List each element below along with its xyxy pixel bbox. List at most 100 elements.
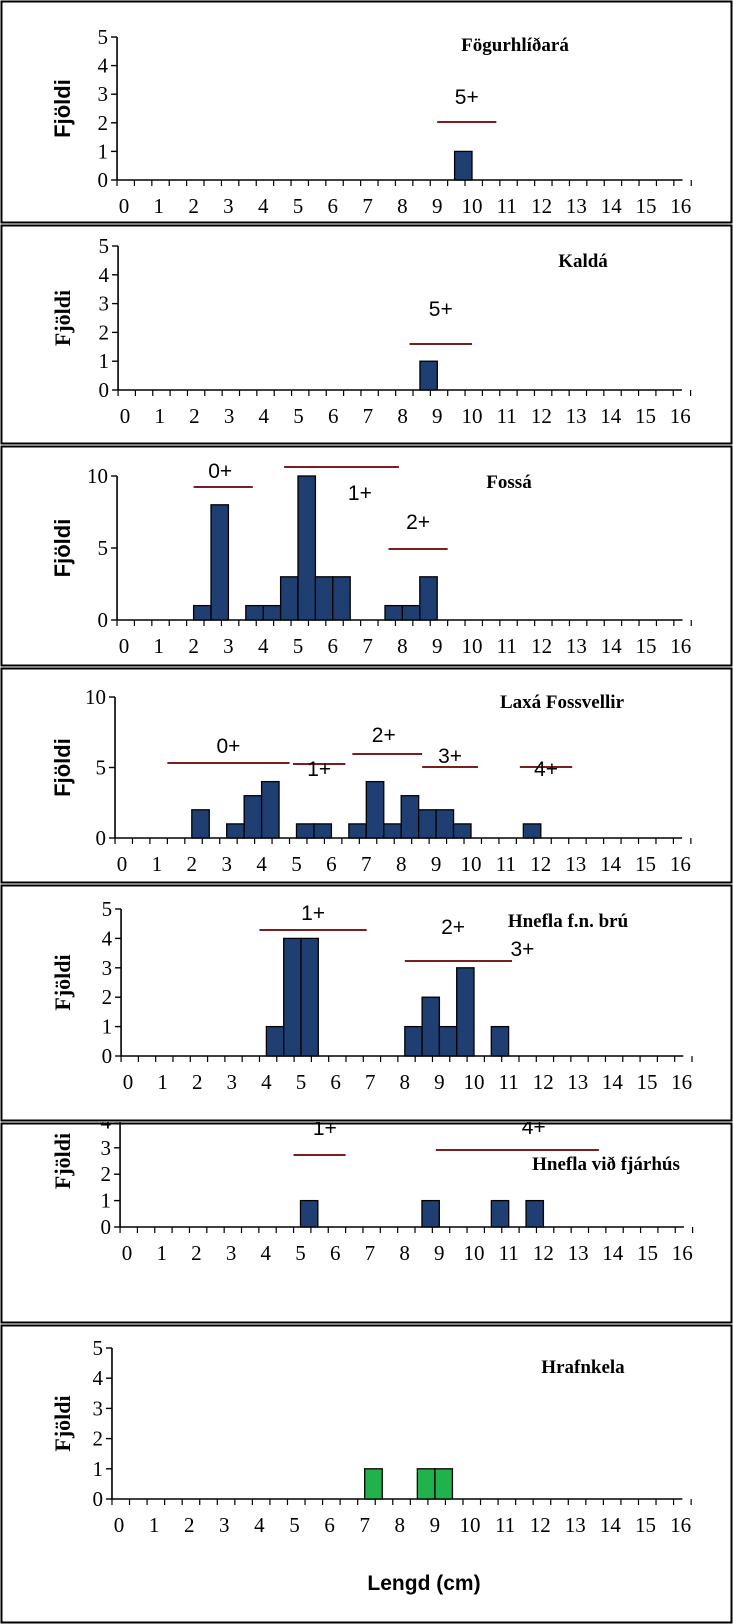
x-tick-label: 0: [122, 1241, 133, 1265]
x-tick-label: 9: [430, 1513, 441, 1537]
histogram-bar: [404, 1025, 423, 1057]
histogram-bar: [226, 823, 245, 839]
x-tick-label: 11: [496, 852, 516, 876]
age-group-label: 3+: [438, 745, 462, 768]
x-tick-label: 6: [330, 1241, 341, 1265]
x-tick-label: 4: [259, 404, 270, 428]
y-tick-label: 1: [98, 139, 109, 163]
x-tick-label: 2: [184, 1513, 195, 1537]
y-tick-label: 5: [98, 25, 109, 49]
x-tick-label: 13: [565, 1513, 586, 1537]
histogram-bar: [384, 604, 404, 621]
histogram-bar: [313, 823, 333, 839]
x-tick-label: 3: [219, 1513, 230, 1537]
x-tick-label: 16: [672, 1241, 693, 1265]
x-tick-label: 14: [602, 1070, 624, 1094]
x-tick-label: 3: [224, 404, 235, 428]
x-tick-label: 15: [636, 194, 657, 218]
y-tick-label: 0: [102, 1044, 113, 1068]
x-tick-label: 10: [464, 1241, 485, 1265]
x-tick-label: 6: [326, 852, 337, 876]
age-group-label: 1+: [307, 758, 331, 781]
chart-title: Fögurhlíðará: [461, 35, 569, 56]
y-tick-label: 0: [96, 826, 107, 850]
x-tick-label: 5: [291, 852, 302, 876]
histogram-bar: [401, 604, 421, 621]
histogram-bar: [210, 504, 230, 621]
histogram-bar: [265, 1025, 285, 1057]
age-group-label: 4+: [522, 1122, 546, 1139]
x-tick-label: 1: [157, 1070, 168, 1094]
y-tick-label: 1: [102, 1015, 113, 1039]
panel-border: [0, 0, 733, 224]
x-tick-label: 12: [531, 404, 552, 428]
histogram-bar: [525, 1199, 545, 1228]
histogram-panel-6: 0123450123456789101112131415161+4+Hnefla…: [0, 1122, 733, 1324]
panel-border: [0, 884, 733, 1122]
x-tick-label: 3: [227, 1070, 238, 1094]
histogram-bar: [435, 809, 455, 839]
x-tick-label: 14: [602, 1241, 624, 1265]
x-tick-label: 2: [188, 634, 199, 658]
x-tick-label: 7: [365, 1241, 376, 1265]
x-tick-label: 14: [601, 634, 623, 658]
x-tick-label: 7: [362, 194, 373, 218]
panel-border: [0, 1324, 733, 1624]
y-tick-label: 3: [101, 1136, 112, 1160]
x-tick-label: 2: [191, 1241, 202, 1265]
histogram-bar: [297, 475, 317, 621]
histogram-bar: [419, 576, 438, 621]
age-group-label: 0+: [216, 735, 240, 758]
x-tick-label: 7: [359, 1513, 370, 1537]
y-tick-label: 5: [92, 1336, 103, 1360]
histogram-bar: [191, 809, 210, 839]
histogram-bar: [300, 937, 319, 1057]
x-tick-label: 6: [328, 404, 339, 428]
histogram-bar: [245, 604, 264, 621]
x-tick-label: 4: [261, 1070, 272, 1094]
panel-border: [0, 224, 733, 445]
x-tick-label: 15: [637, 1241, 658, 1265]
age-group-label: 5+: [429, 298, 453, 321]
chart-title: Hrafnkela: [541, 1357, 625, 1378]
y-tick-label: 0: [92, 1487, 103, 1511]
x-tick-label: 6: [324, 1513, 335, 1537]
x-axis-label: Lengd (cm): [367, 1572, 480, 1595]
x-tick-label: 6: [328, 634, 339, 658]
x-tick-label: 4: [258, 194, 269, 218]
histogram-bar: [490, 1199, 510, 1228]
panel-border: [0, 667, 733, 884]
histogram-bar: [365, 780, 385, 839]
chart-title: Laxá Fossvellir: [500, 692, 625, 713]
y-tick-label: 5: [99, 234, 110, 258]
y-tick-label: 10: [85, 685, 106, 709]
x-tick-label: 11: [497, 194, 517, 218]
histogram-bar: [262, 604, 282, 621]
x-tick-label: 12: [531, 634, 552, 658]
histogram-bar: [400, 795, 420, 839]
x-tick-label: 11: [499, 1241, 519, 1265]
chart-title: Hnefla f.n. brú: [508, 911, 629, 932]
y-tick-label: 2: [99, 320, 110, 344]
histogram-bar: [438, 1025, 458, 1057]
x-tick-label: 13: [567, 1070, 588, 1094]
y-tick-label: 4: [92, 1366, 103, 1390]
x-tick-label: 4: [256, 852, 267, 876]
x-tick-label: 5: [289, 1513, 300, 1537]
x-tick-label: 10: [460, 1513, 481, 1537]
x-tick-label: 15: [635, 852, 656, 876]
x-tick-label: 1: [156, 1241, 167, 1265]
x-tick-label: 9: [432, 194, 443, 218]
y-axis-label: Fjöldi: [50, 1133, 75, 1189]
x-tick-label: 10: [461, 852, 482, 876]
age-group-label: 1+: [348, 482, 372, 505]
x-tick-label: 1: [154, 194, 165, 218]
x-tick-label: 12: [530, 1513, 551, 1537]
x-tick-label: 9: [431, 852, 442, 876]
x-tick-label: 5: [296, 1070, 307, 1094]
x-tick-label: 1: [149, 1513, 160, 1537]
y-axis-label: Fjöldi: [50, 290, 75, 346]
